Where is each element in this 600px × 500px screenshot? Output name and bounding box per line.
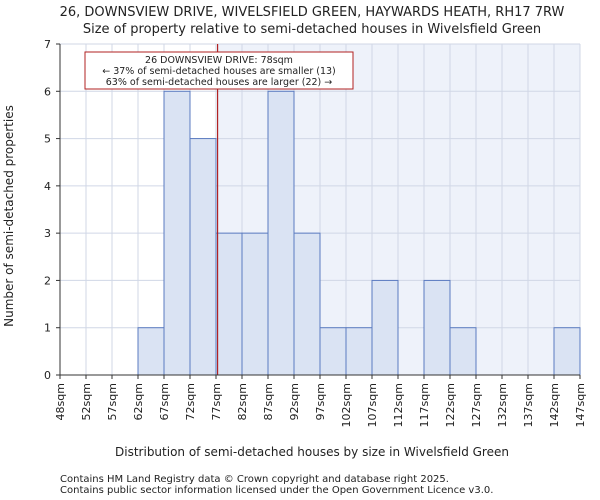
x-tick-label: 92sqm <box>288 383 301 420</box>
chart-title-line1: 26, DOWNSVIEW DRIVE, WIVELSFIELD GREEN, … <box>60 5 565 20</box>
histogram-bar <box>241 232 269 376</box>
y-tick-label: 5 <box>44 133 51 146</box>
histogram-bar <box>215 232 243 376</box>
histogram-bar <box>371 279 399 376</box>
y-tick-label: 0 <box>44 369 51 382</box>
y-tick-label: 6 <box>44 85 51 98</box>
x-tick-label: 107sqm <box>366 383 379 427</box>
histogram-bar <box>345 327 373 376</box>
x-tick-label: 87sqm <box>262 383 275 420</box>
histogram-bar <box>137 327 165 376</box>
x-tick-label: 112sqm <box>392 383 405 427</box>
y-tick-label: 7 <box>44 38 51 51</box>
y-tick-label: 2 <box>44 274 51 287</box>
x-tick-label: 122sqm <box>444 383 457 427</box>
y-tick-label: 4 <box>44 180 51 193</box>
histogram-bar <box>423 279 451 376</box>
x-tick-label: 137sqm <box>522 383 535 427</box>
x-tick-label: 127sqm <box>470 383 483 427</box>
x-tick-label: 142sqm <box>548 383 561 427</box>
x-tick-label: 82sqm <box>236 383 249 420</box>
annotation-box <box>84 51 354 90</box>
x-tick-label: 117sqm <box>418 383 431 427</box>
x-tick-label: 48sqm <box>54 383 67 420</box>
x-tick-label: 97sqm <box>314 383 327 420</box>
annotation-larger: 63% of semi-detached houses are larger (… <box>106 77 333 88</box>
histogram-bar <box>189 138 217 376</box>
plot-area: 0 1 2 3 4 5 6 7 48sqm 52sqm 57sqm 62sqm 67sqm 72sqm 77… <box>44 38 587 427</box>
histogram-bar <box>553 327 581 376</box>
x-tick-label: 62sqm <box>132 383 145 420</box>
x-tick-label: 57sqm <box>106 383 119 420</box>
x-tick-label: 132sqm <box>496 383 509 427</box>
histogram-bar <box>449 327 477 376</box>
x-tick-label: 72sqm <box>184 383 197 420</box>
footer-line2: Contains public sector information licen… <box>60 485 493 496</box>
x-axis-title: Distribution of semi-detached houses by … <box>115 445 509 459</box>
histogram-bar <box>267 90 295 376</box>
x-tick-label: 147sqm <box>574 383 587 427</box>
annotation-smaller: ← 37% of semi-detached houses are smalle… <box>102 66 336 77</box>
histogram-bar <box>293 232 321 376</box>
chart-title-line2: Size of property relative to semi-detach… <box>83 22 541 37</box>
y-tick-label: 1 <box>44 322 51 335</box>
footer-line1: Contains HM Land Registry data © Crown c… <box>60 474 449 485</box>
x-tick-label: 52sqm <box>80 383 93 420</box>
histogram-bar <box>163 90 191 376</box>
x-tick-label: 67sqm <box>158 383 171 420</box>
y-axis-title: Number of semi-detached properties <box>2 105 16 327</box>
y-tick-label: 3 <box>44 227 51 240</box>
histogram-bar <box>319 327 347 376</box>
annotation-title: 26 DOWNSVIEW DRIVE: 78sqm <box>145 55 293 66</box>
x-tick-label: 102sqm <box>340 383 353 427</box>
x-tick-label: 77sqm <box>210 383 223 420</box>
